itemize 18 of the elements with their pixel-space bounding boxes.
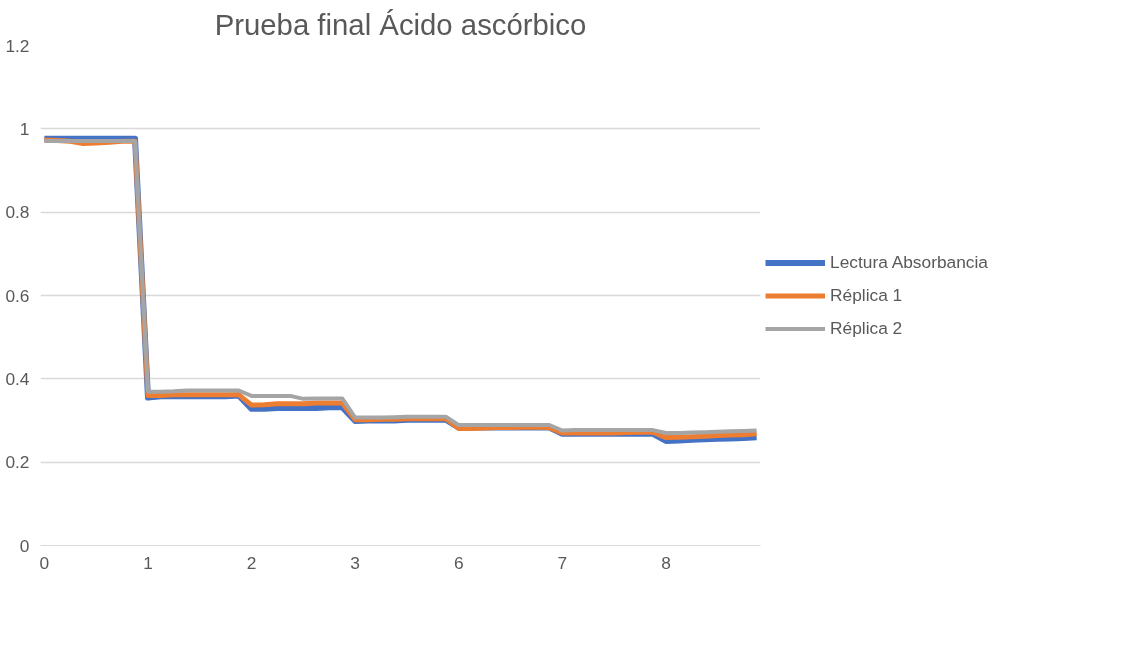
legend-label: Lectura Absorbancia [830,251,988,273]
y-tick-label: 0.6 [5,285,30,306]
y-tick-label: 1.2 [5,35,30,56]
legend-label: Réplica 1 [830,284,903,306]
y-tick-label: 0.2 [5,452,30,473]
x-tick-label: 6 [453,552,464,573]
y-tick-label: 1 [19,118,30,139]
x-tick-label: 8 [661,552,671,573]
y-tick-label: 0 [19,535,30,556]
x-tick-label: 2 [246,552,257,573]
x-tick-label: 7 [557,552,568,573]
x-tick-label: 3 [350,552,360,573]
y-tick-label: 0.8 [5,202,30,223]
x-tick-label: 0 [39,552,50,573]
x-tick-label: 1 [143,552,153,573]
chart-title: Prueba final Ácido ascórbico [214,7,587,41]
y-tick-label: 0.4 [5,368,30,389]
legend-label: Réplica 2 [830,317,903,339]
